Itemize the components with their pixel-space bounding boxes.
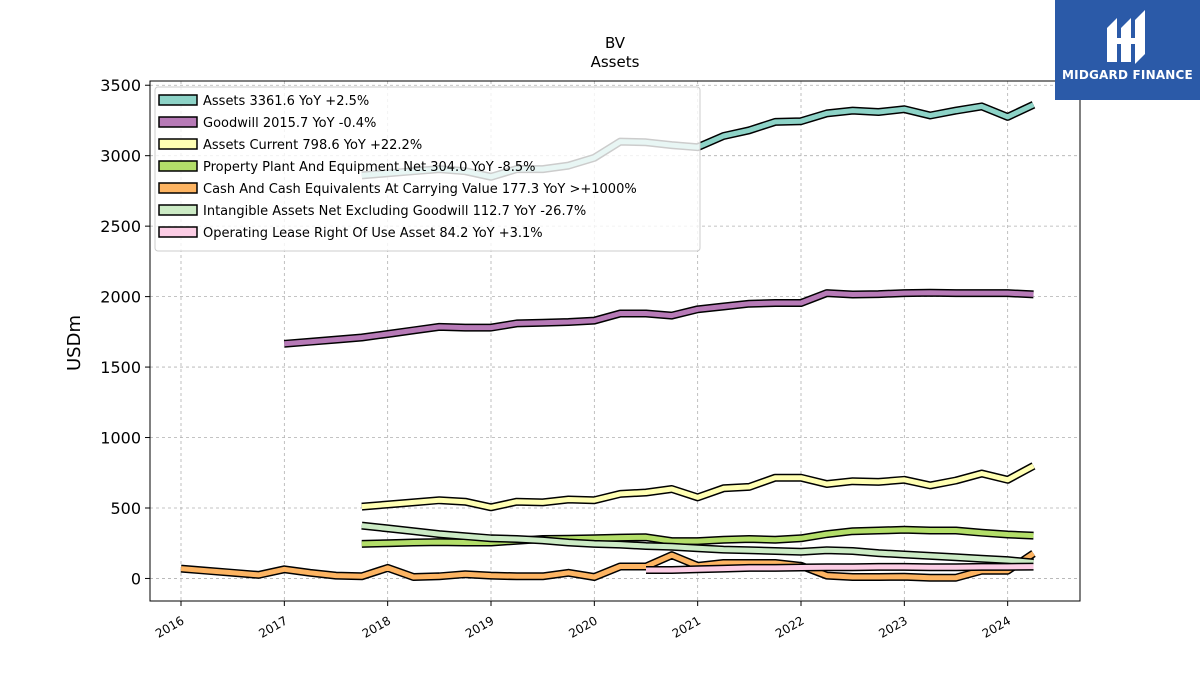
- legend-swatch: [158, 116, 198, 128]
- y-tick-label: 2000: [100, 288, 141, 307]
- y-tick-label: 3500: [100, 76, 141, 95]
- legend-entry: Cash And Cash Equivalents At Carrying Va…: [203, 182, 637, 197]
- y-tick-label: 1000: [100, 429, 141, 448]
- series-line: [361, 521, 1034, 567]
- legend-box: [154, 86, 701, 252]
- series-layer: [180, 101, 1036, 582]
- y-tick-label: 1500: [100, 358, 141, 377]
- x-axis-ticks: 2016 2017 2018 2019 2020 2021 2022 2023 2024: [153, 601, 1013, 641]
- legend-entry: Property Plant And Equipment Net 304.0 Y…: [203, 160, 536, 175]
- series-stroke: [180, 551, 1035, 581]
- y-axis-label: USDm: [64, 315, 85, 371]
- series-outline: [283, 288, 1034, 348]
- legend-swatch: [158, 182, 198, 194]
- x-tick-label: 2018: [360, 613, 393, 640]
- midgard-logo-icon: [1107, 10, 1145, 64]
- legend-entry: Assets Current 798.6 YoY +22.2%: [203, 138, 422, 153]
- series-stroke: [284, 290, 1034, 347]
- grid-lines: [150, 81, 1080, 601]
- legend-entry: Assets 3361.6 YoY +2.5%: [203, 94, 369, 109]
- legend-entry: Operating Lease Right Of Use Asset 84.2 …: [203, 226, 543, 241]
- chart-title: BV: [605, 34, 626, 52]
- series-line: [283, 288, 1034, 348]
- series-line: [180, 550, 1036, 582]
- x-tick-label: 2024: [980, 613, 1013, 640]
- y-tick-label: 500: [110, 499, 141, 518]
- legend-entry: Intangible Assets Net Excluding Goodwill…: [203, 204, 586, 219]
- series-line: [361, 525, 1034, 548]
- series-line: [646, 562, 1034, 574]
- legend-entry: Goodwill 2015.7 YoY -0.4%: [203, 116, 376, 131]
- chart-subtitle: Assets: [591, 53, 640, 71]
- y-tick-label: 0: [131, 569, 141, 588]
- series-line: [361, 462, 1036, 512]
- legend: Assets 3361.6 YoY +2.5% Goodwill 2015.7 Y…: [154, 86, 701, 252]
- series-stroke: [646, 564, 1034, 573]
- y-tick-label: 2500: [100, 217, 141, 236]
- x-tick-label: 2020: [566, 613, 599, 640]
- legend-swatch: [158, 138, 198, 150]
- legend-swatch: [158, 204, 198, 216]
- x-tick-label: 2021: [670, 613, 703, 640]
- x-tick-label: 2022: [773, 613, 806, 640]
- x-tick-label: 2016: [153, 613, 186, 640]
- legend-swatch: [158, 226, 198, 238]
- x-tick-label: 2023: [876, 613, 909, 640]
- y-axis-ticks: 0 500 1000 1500 2000 2500 3000 3500: [100, 76, 150, 588]
- legend-swatch: [158, 94, 198, 106]
- brand-logo: MIDGARD FINANCE: [1055, 0, 1200, 100]
- series-stroke: [361, 527, 1034, 547]
- x-tick-label: 2019: [463, 613, 496, 640]
- series-stroke: [361, 523, 1034, 565]
- series-stroke: [361, 463, 1035, 510]
- legend-swatch: [158, 160, 198, 172]
- x-tick-label: 2017: [256, 613, 289, 640]
- brand-name: MIDGARD FINANCE: [1062, 68, 1193, 82]
- y-tick-label: 3000: [100, 147, 141, 166]
- plot-frame: [149, 80, 1081, 602]
